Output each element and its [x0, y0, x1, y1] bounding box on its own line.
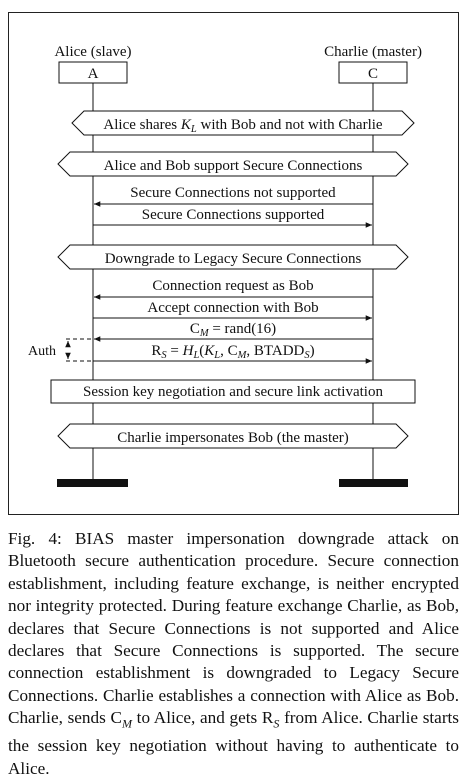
diagram-frame — [8, 12, 459, 515]
participant-alice-box-label: A — [88, 66, 99, 82]
note-shares-key: Alice shares KL with Bob and not with Ch… — [103, 117, 382, 135]
note-downgrade: Downgrade to Legacy Secure Connections — [105, 251, 362, 267]
note-support-sc-shape — [57, 151, 409, 177]
participant-charlie-box-label: C — [368, 66, 378, 82]
auth-label: Auth — [28, 344, 56, 359]
lifeline-end-charlie — [339, 479, 408, 487]
msg-rs-value-label: RS = HL(KL, CM, BTADDS) — [151, 343, 314, 361]
msg-accept-conn-label: Accept connection with Bob — [147, 300, 318, 316]
note-downgrade-shape — [57, 244, 409, 270]
note-session-key: Session key negotiation and secure link … — [83, 384, 383, 400]
note-session-key-shape — [50, 379, 416, 404]
note-support-sc: Alice and Bob support Secure Connections — [104, 158, 363, 174]
msg-conn-request-label: Connection request as Bob — [152, 278, 313, 294]
figure-caption: Fig. 4: BIAS master impersonation downgr… — [8, 528, 459, 780]
note-shares-key-shape — [71, 110, 415, 136]
note-impersonates-shape — [57, 423, 409, 449]
participant-charlie-label: Charlie (master) — [324, 44, 422, 60]
sequence-diagram: Alice (slave) A Charlie (master) C Alice… — [28, 44, 422, 487]
caption-text: BIAS master impersonation downgrade atta… — [8, 529, 460, 778]
caption-label: Fig. 4: — [8, 529, 62, 548]
lifeline-end-alice — [57, 479, 128, 487]
participant-alice-label: Alice (slave) — [54, 44, 131, 60]
msg-cm-rand-label: CM = rand(16) — [190, 321, 276, 339]
msg-sc-supported-label: Secure Connections supported — [142, 207, 325, 223]
note-impersonates: Charlie impersonates Bob (the master) — [117, 430, 349, 446]
msg-sc-not-supported-label: Secure Connections not supported — [130, 185, 336, 201]
